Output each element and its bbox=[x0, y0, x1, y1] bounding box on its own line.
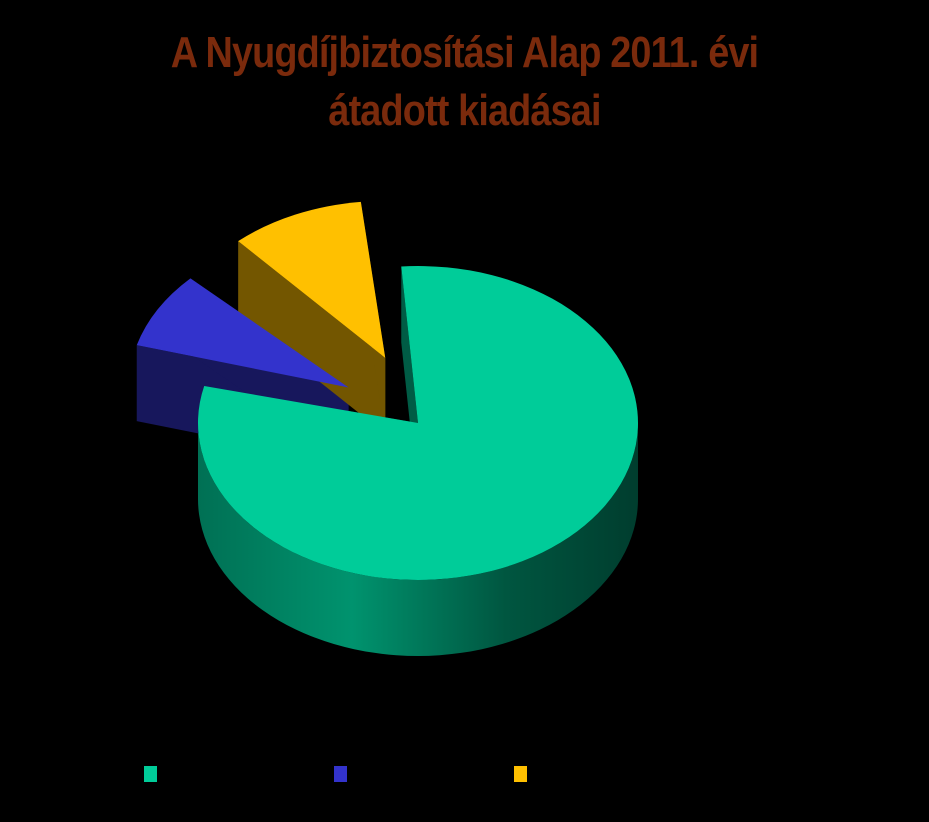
legend-swatch-1 bbox=[144, 766, 157, 782]
legend-swatch-3 bbox=[514, 766, 527, 782]
slice-1-top bbox=[198, 266, 638, 580]
slice-1-side bbox=[198, 423, 638, 656]
chart-title-line-2: átadott kiadásai bbox=[328, 86, 601, 135]
chart-title-line-1: A Nyugdíjbiztosítási Alap 2011. évi bbox=[170, 28, 759, 77]
legend bbox=[0, 766, 929, 786]
chart-title: A Nyugdíjbiztosítási Alap 2011. évi átad… bbox=[65, 24, 864, 140]
legend-swatch-2 bbox=[334, 766, 347, 782]
slice-2-top bbox=[136, 278, 349, 388]
slice-3-top bbox=[238, 201, 386, 358]
pie-slices bbox=[136, 201, 638, 656]
slice-3-wall-1 bbox=[238, 241, 386, 434]
